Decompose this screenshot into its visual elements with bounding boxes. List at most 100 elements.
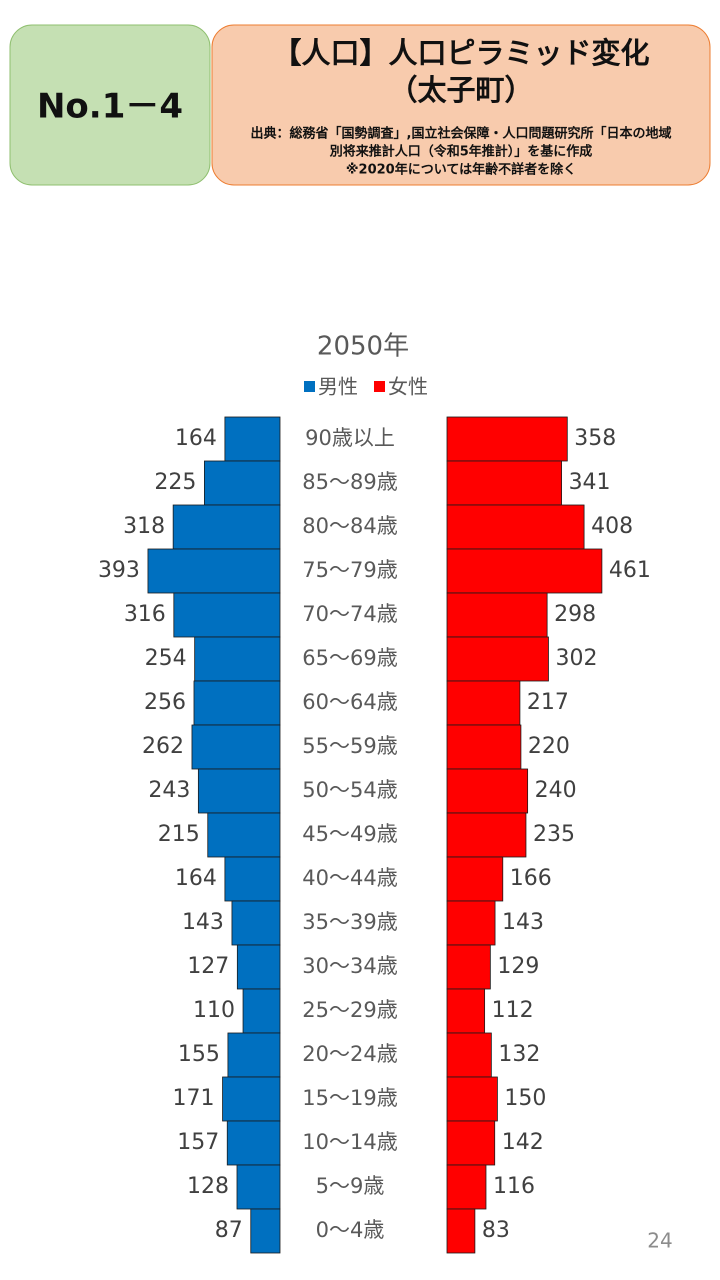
bar	[236, 944, 281, 990]
value-label: 166	[510, 866, 552, 891]
category-label: 5～9歳	[316, 1174, 385, 1198]
source-line: 出典：総務省「国勢調査」,国立社会保障・人口問題研究所「日本の地域	[251, 126, 672, 142]
category-label: 35～39歳	[302, 910, 397, 934]
bar	[227, 1032, 281, 1078]
chart-title: 2050年	[317, 332, 409, 362]
category-label: 40～44歳	[302, 866, 397, 890]
category-label: 70～74歳	[302, 602, 397, 626]
value-label: 171	[173, 1086, 215, 1111]
legend-swatch	[374, 381, 385, 392]
bar	[446, 416, 568, 462]
value-label: 220	[528, 734, 570, 759]
bar	[446, 812, 527, 858]
value-label: 298	[554, 602, 596, 627]
value-label: 408	[591, 514, 633, 539]
bar	[446, 460, 562, 506]
category-label: 0～4歳	[316, 1218, 385, 1242]
legend-label: 男性	[318, 375, 358, 399]
bar	[446, 1076, 498, 1122]
category-label: 45～49歳	[302, 822, 397, 846]
bar	[191, 724, 281, 770]
bar	[224, 856, 281, 902]
bar	[446, 944, 491, 990]
value-label: 318	[123, 514, 165, 539]
category-label: 30～34歳	[302, 954, 397, 978]
bar	[207, 812, 281, 858]
value-label: 243	[148, 778, 190, 803]
value-label: 112	[492, 998, 534, 1023]
bar	[446, 988, 486, 1034]
value-label: 215	[158, 822, 200, 847]
bar	[446, 1120, 496, 1166]
category-label: 90歳以上	[305, 426, 395, 450]
value-label: 358	[574, 426, 616, 451]
bar	[446, 548, 603, 594]
bar	[236, 1164, 281, 1210]
value-label: 143	[182, 910, 224, 935]
bar	[446, 900, 496, 946]
legend-label: 女性	[388, 375, 428, 399]
bar	[222, 1076, 281, 1122]
value-label: 254	[145, 646, 187, 671]
category-label: 25～29歳	[302, 998, 397, 1022]
category-label: 80～84歳	[302, 514, 397, 538]
value-label: 157	[177, 1130, 219, 1155]
value-label: 83	[482, 1218, 510, 1243]
number-box	[9, 24, 211, 186]
value-label: 116	[493, 1174, 535, 1199]
bar	[446, 636, 549, 682]
bar	[193, 680, 281, 726]
bar	[446, 592, 548, 638]
value-label: 150	[504, 1086, 546, 1111]
bar	[446, 1032, 492, 1078]
value-label: 143	[502, 910, 544, 935]
bar	[446, 724, 522, 770]
category-label: 10～14歳	[302, 1130, 397, 1154]
bar	[446, 680, 521, 726]
page-number: 24	[647, 1229, 672, 1253]
value-label: 256	[144, 690, 186, 715]
value-label: 316	[124, 602, 166, 627]
bar	[250, 1208, 281, 1254]
value-label: 129	[497, 954, 539, 979]
value-label: 302	[555, 646, 597, 671]
bar	[226, 1120, 281, 1166]
value-label: 262	[142, 734, 184, 759]
value-label: 127	[187, 954, 229, 979]
value-label: 164	[175, 426, 217, 451]
category-label: 85～89歳	[302, 470, 397, 494]
value-label: 155	[178, 1042, 220, 1067]
legend-swatch	[304, 381, 315, 392]
title-line: （太子町）	[388, 73, 533, 107]
source-line: 別将来推計人口（令和5年推計）」を基に作成	[329, 144, 593, 160]
bar	[446, 768, 529, 814]
category-label: 55～59歳	[302, 734, 397, 758]
bar	[197, 768, 281, 814]
category-label: 75～79歳	[302, 558, 397, 582]
category-label: 65～69歳	[302, 646, 397, 670]
value-label: 164	[175, 866, 217, 891]
bar	[194, 636, 281, 682]
slide-number: No.1－4	[37, 87, 183, 127]
category-label: 60～64歳	[302, 690, 397, 714]
value-label: 128	[187, 1174, 229, 1199]
value-label: 240	[535, 778, 577, 803]
bar	[147, 548, 281, 594]
value-label: 225	[154, 470, 196, 495]
value-label: 217	[527, 690, 569, 715]
bar	[172, 504, 281, 550]
bar	[446, 856, 504, 902]
value-label: 461	[609, 558, 651, 583]
bar	[231, 900, 281, 946]
bar	[446, 504, 585, 550]
value-label: 341	[569, 470, 611, 495]
value-label: 393	[98, 558, 140, 583]
value-label: 110	[193, 998, 235, 1023]
source-line: ※2020年については年齢不詳者を除く	[346, 162, 576, 178]
category-label: 50～54歳	[302, 778, 397, 802]
category-label: 20～24歳	[302, 1042, 397, 1066]
value-label: 235	[533, 822, 575, 847]
title-line: 【人口】人口ピラミッド変化	[272, 36, 649, 70]
